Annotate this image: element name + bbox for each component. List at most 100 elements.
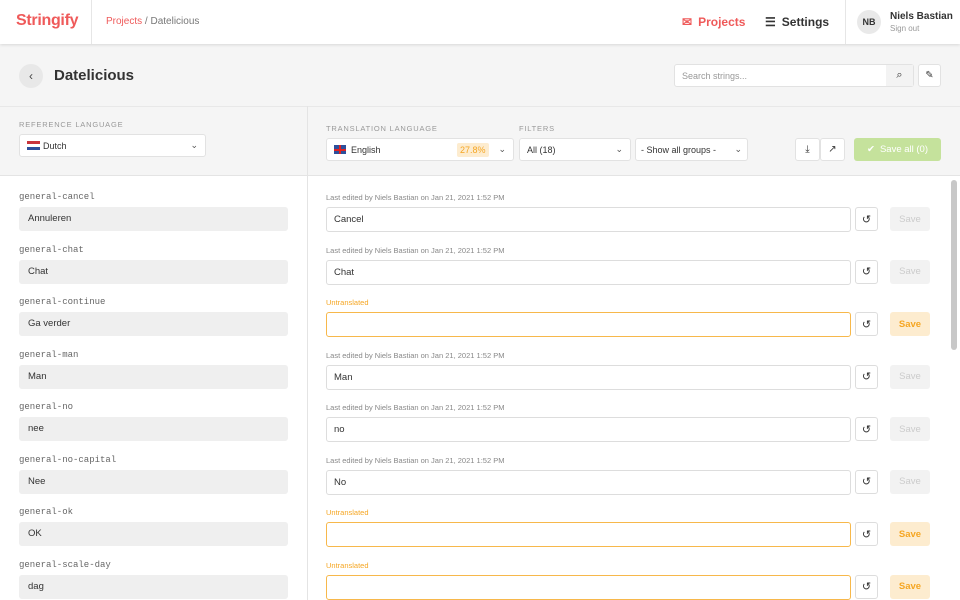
- breadcrumb-separator: /: [144, 16, 148, 27]
- translation-input[interactable]: [326, 574, 851, 600]
- avatar[interactable]: NB: [857, 10, 881, 34]
- string-key: general-cancel: [19, 192, 95, 202]
- group-filter-value: - Show all groups -: [641, 144, 717, 155]
- history-button[interactable]: ↺: [855, 207, 878, 231]
- inbox-icon: ✉: [682, 15, 693, 29]
- history-button[interactable]: ↺: [855, 417, 878, 441]
- search-input[interactable]: Search strings... ⌕: [674, 64, 914, 87]
- history-icon: ↺: [861, 371, 872, 383]
- translation-status: Last edited by Niels Bastian on Jan 21, …: [326, 350, 505, 360]
- translation-input[interactable]: No: [326, 469, 851, 495]
- translation-input[interactable]: Cancel: [326, 207, 851, 232]
- translation-input[interactable]: [326, 522, 851, 547]
- breadcrumb: Projects / Datelicious: [106, 16, 199, 27]
- divider: [0, 106, 960, 107]
- breadcrumb-current: Datelicious: [150, 16, 200, 27]
- translation-input[interactable]: Chat: [326, 259, 851, 285]
- open-external-button[interactable]: ↗: [820, 138, 845, 161]
- group-filter-select[interactable]: - Show all groups - ⌄: [635, 138, 748, 161]
- divider: [91, 0, 92, 44]
- history-icon: ↺: [861, 528, 872, 541]
- translation-status: Untranslated: [326, 508, 369, 517]
- translation-status: Last edited by Niels Bastian on Jan 21, …: [326, 193, 505, 202]
- string-key: general-no: [19, 402, 74, 412]
- reference-text: Chat: [19, 259, 288, 284]
- history-icon: ↺: [861, 476, 872, 488]
- history-icon: ↺: [861, 213, 872, 226]
- history-button[interactable]: ↺: [855, 259, 878, 284]
- search-icon: ⌕: [896, 69, 903, 81]
- string-key: general-scale-day: [19, 559, 111, 570]
- reference-text: Man: [19, 364, 288, 389]
- status-filter-select[interactable]: All (18) ⌄: [519, 138, 631, 161]
- history-button[interactable]: ↺: [855, 469, 878, 494]
- save-button[interactable]: Save: [890, 417, 930, 441]
- chevron-left-icon: ‹: [29, 69, 33, 83]
- sliders-icon: ☰: [765, 15, 776, 29]
- string-key: general-continue: [19, 297, 106, 307]
- translation-input[interactable]: [326, 312, 851, 337]
- chevron-down-icon: ⌄: [498, 144, 506, 154]
- translation-input[interactable]: Man: [326, 364, 851, 390]
- translation-status: Last edited by Niels Bastian on Jan 21, …: [326, 455, 505, 465]
- translation-status: Untranslated: [326, 560, 369, 570]
- reference-language-label: REFERENCE LANGUAGE: [19, 120, 124, 129]
- uk-flag-icon: [334, 145, 346, 154]
- translation-language-label: TRANSLATION LANGUAGE: [326, 124, 438, 133]
- edit-button[interactable]: ✎: [918, 64, 941, 87]
- sign-out-link[interactable]: Sign out: [890, 24, 920, 33]
- scrollbar[interactable]: [951, 180, 957, 350]
- history-icon: ↺: [861, 318, 872, 331]
- check-circle-icon: ✔: [866, 144, 875, 155]
- save-button[interactable]: Save: [890, 364, 930, 389]
- user-name: Niels Bastian: [890, 11, 953, 22]
- translation-language-value: English: [351, 144, 381, 155]
- chevron-down-icon: ⌄: [190, 140, 198, 150]
- reference-text: Ga verder: [19, 312, 288, 336]
- translation-language-select[interactable]: English 27.8% ⌄: [326, 138, 514, 161]
- reference-language-select[interactable]: Dutch ⌄: [19, 134, 206, 157]
- chevron-down-icon: ⌄: [615, 144, 623, 154]
- edit-icon: ✎: [925, 70, 934, 81]
- history-button[interactable]: ↺: [855, 522, 878, 546]
- history-button[interactable]: ↺: [855, 574, 878, 599]
- reference-text: Annuleren: [19, 207, 288, 231]
- save-button[interactable]: Save: [890, 207, 930, 231]
- panel-divider: [307, 106, 308, 600]
- save-all-label: Save all (0): [879, 144, 929, 155]
- breadcrumb-projects-link[interactable]: Projects: [106, 16, 143, 27]
- save-button[interactable]: Save: [890, 259, 930, 284]
- reference-text: Nee: [19, 469, 288, 494]
- filters-label: FILTERS: [519, 124, 555, 133]
- string-key: general-no-capital: [19, 454, 117, 465]
- history-button[interactable]: ↺: [855, 364, 878, 389]
- save-button[interactable]: Save: [890, 574, 930, 599]
- stringify-logo[interactable]: Stringify: [16, 12, 79, 29]
- chevron-down-icon: ⌄: [734, 144, 742, 154]
- translation-status: Untranslated: [326, 298, 369, 307]
- string-key: general-man: [19, 349, 79, 360]
- external-link-icon: ↗: [828, 144, 837, 155]
- page-title: Datelicious: [54, 67, 135, 84]
- nav-settings[interactable]: ☰ Settings: [765, 15, 829, 29]
- translation-progress-badge: 27.8%: [457, 143, 489, 157]
- nav-projects-label: Projects: [698, 15, 746, 29]
- save-button[interactable]: Save: [890, 522, 930, 546]
- translation-input[interactable]: no: [326, 417, 851, 442]
- string-key: general-chat: [19, 244, 84, 255]
- history-button[interactable]: ↺: [855, 312, 878, 336]
- translation-status: Last edited by Niels Bastian on Jan 21, …: [326, 403, 505, 412]
- save-button[interactable]: Save: [890, 312, 930, 336]
- nav-projects[interactable]: ✉ Projects: [682, 15, 745, 29]
- back-button[interactable]: ‹: [19, 64, 43, 88]
- download-icon: ⤓: [805, 144, 810, 155]
- save-all-button[interactable]: ✔ Save all (0): [854, 138, 941, 161]
- nav-settings-label: Settings: [781, 15, 830, 29]
- download-button[interactable]: ⤓: [795, 138, 820, 161]
- history-icon: ↺: [861, 581, 872, 593]
- search-button[interactable]: ⌕: [886, 65, 913, 86]
- dutch-flag-icon: [27, 141, 40, 150]
- save-button[interactable]: Save: [890, 469, 930, 494]
- search-placeholder: Search strings...: [682, 71, 748, 81]
- reference-text: nee: [19, 417, 288, 441]
